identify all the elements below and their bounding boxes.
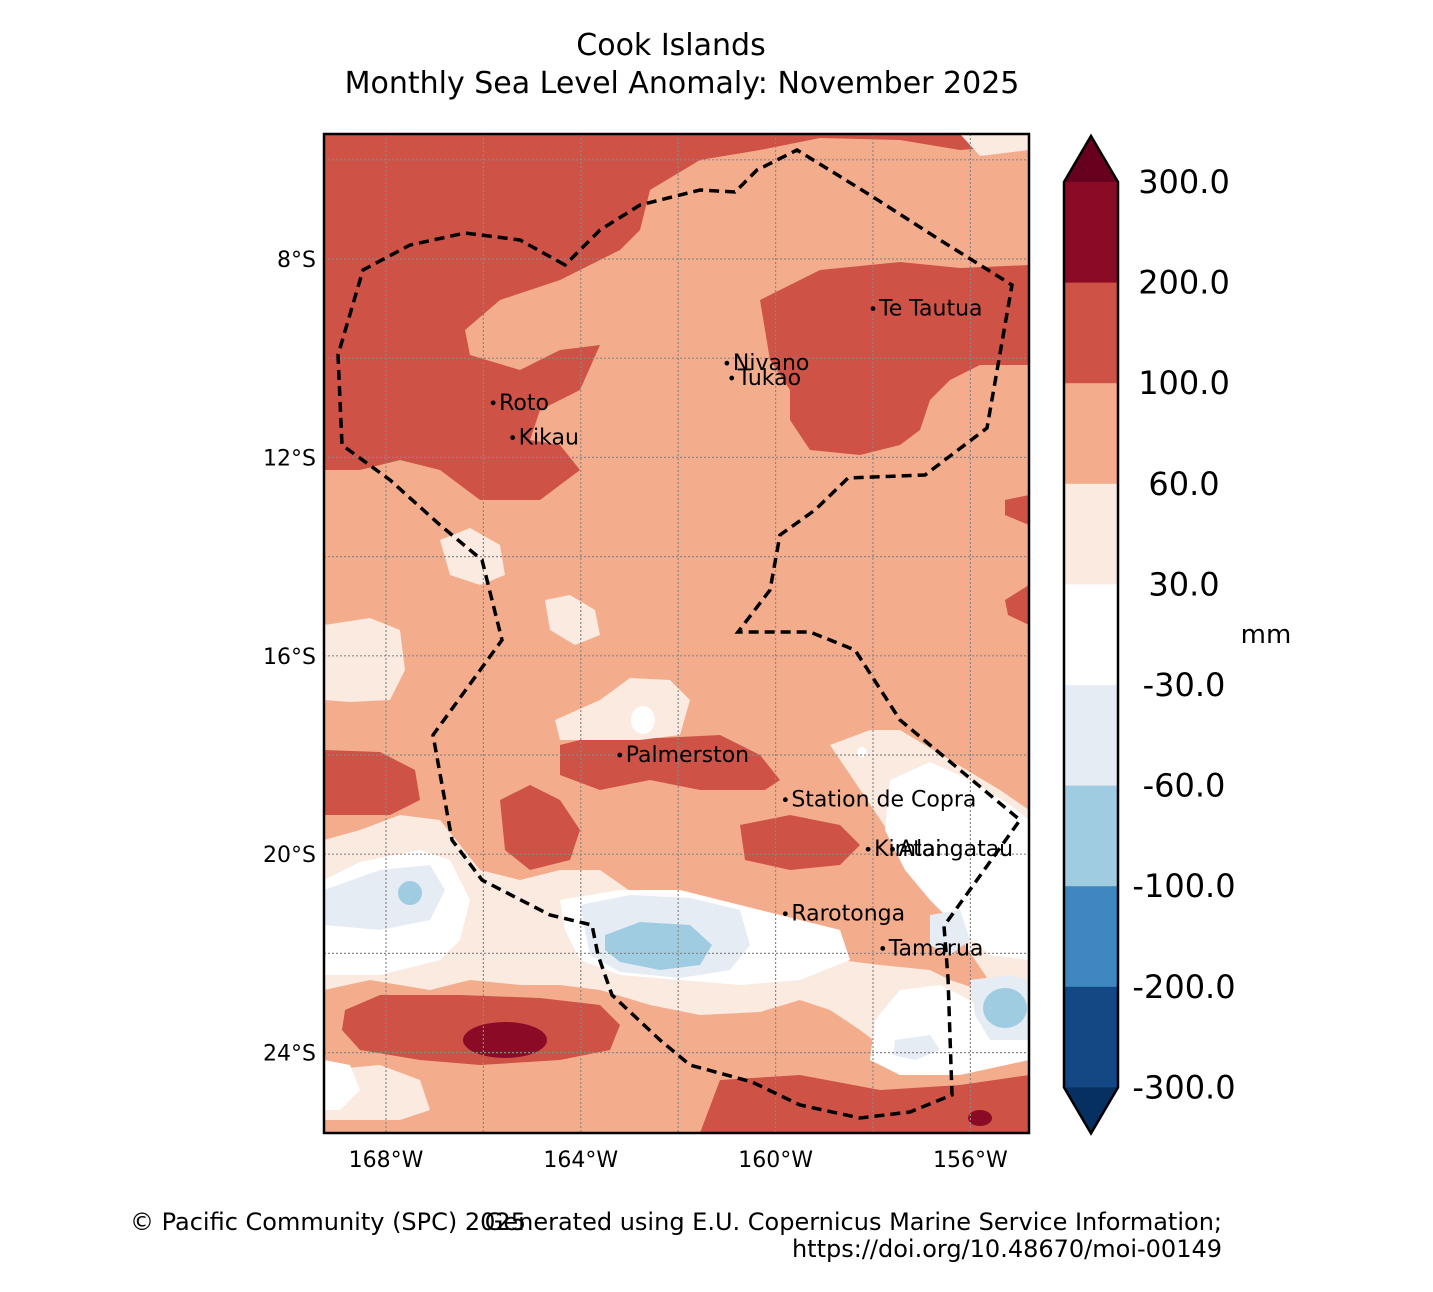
colorbar-tick-label: 200.0 [1138,264,1230,302]
anomaly-field [324,134,1029,1133]
island-marker [782,797,788,803]
field-region-high [1005,495,1029,525]
colorbar-swatch [1064,383,1118,485]
lon-tick-label: 156°W [933,1148,1008,1173]
field-region-light [555,678,690,740]
colorbar-swatch [1064,886,1118,988]
lon-tick-label: 164°W [543,1148,618,1173]
colorbar-unit-label: mm [1241,620,1292,650]
colorbar-tick-label: -30.0 [1143,666,1226,704]
colorbar-tick-label: 100.0 [1138,364,1230,402]
field-region-high [760,262,1029,455]
field-region-negative [930,910,970,955]
field-region-zero [631,706,655,734]
field-region-light [960,134,1029,156]
map-subtitle: Monthly Sea Level Anomaly: November 2025 [345,66,1020,101]
place-label: Rarotonga [791,902,905,927]
field-region-high [700,1075,1029,1133]
colorbar-swatch [1064,584,1118,686]
colorbar-extend-max [1064,136,1118,182]
colorbar-swatch [1064,282,1118,384]
field-region-high [500,785,580,870]
colorbar-swatch [1064,685,1118,787]
map-title: Cook Islands [576,28,765,63]
place-label: Roto [499,391,549,416]
island-marker [510,435,516,440]
field-region-high [324,750,420,815]
island-marker [890,846,895,852]
lat-tick-label: 12°S [263,446,316,471]
place-label: Station de Copra [791,788,976,813]
latitude-axis: 8°S 12°S 16°S 20°S 24°S [263,248,316,1067]
field-region-zero [885,762,1029,960]
lon-tick-label: 168°W [349,1148,424,1173]
colorbar-outline [1062,133,1120,1136]
lat-tick-label: 24°S [263,1042,316,1067]
colorbar-tick-label: 300.0 [1138,163,1230,201]
island-marker [617,752,623,758]
colorbar-tick-label: -200.0 [1132,968,1235,1006]
lat-tick-label: 16°S [263,645,316,670]
island-marker [490,400,496,406]
place-label: Palmerston [626,743,749,768]
place-label: Te Tautua [878,297,983,322]
colorbar-swatch [1064,785,1118,887]
colorbar: 300.0 200.0 100.0 60.0 30.0 -30.0 -60.0 -100.0 -… [1062,133,1236,1136]
field-region-negative [893,1035,940,1060]
place-label: Atai [898,837,941,862]
island-marker [870,306,876,311]
copyright-text: © Pacific Community (SPC) 2025 [130,1208,526,1236]
colorbar-tick-label: -60.0 [1143,767,1226,805]
place-label: Tamarua [888,936,984,961]
colorbar-tick-label: 30.0 [1148,565,1219,603]
field-region-high [560,735,780,790]
colorbar-swatch [1064,483,1118,585]
island-marker [865,846,871,852]
eez-boundary [336,147,1023,1120]
field-region-zero [324,1060,360,1110]
field-region-negative-strong [605,922,712,970]
place-label: Tukao [737,366,801,391]
map-frame [322,132,1031,1135]
data-source-doi: https://doi.org/10.48670/moi-00149 [792,1235,1222,1263]
island-marker [880,946,886,951]
place-label: Kimlangatau [874,837,1013,862]
colorbar-tick-label: 60.0 [1148,465,1219,503]
colorbar-tick-label: -100.0 [1132,867,1235,905]
data-source-text: Generated using E.U. Copernicus Marine S… [485,1208,1222,1236]
colorbar-extend-min [1064,1087,1118,1134]
colorbar-swatch [1064,986,1118,1088]
island-marker [724,360,730,366]
island-marker [729,375,735,381]
colorbar-tick-label: -300.0 [1132,1068,1235,1106]
island-marker [782,911,788,917]
field-region-negative [324,865,445,930]
place-label: Kikau [519,426,579,451]
field-region-high [324,134,1029,500]
field-region-light [324,618,405,702]
colorbar-swatch [1064,182,1118,284]
place-label: Nivano [733,351,809,376]
longitude-axis: 168°W 164°W 160°W 156°W [349,1148,1008,1173]
field-region-peak [968,1110,992,1126]
lon-tick-label: 160°W [738,1148,813,1173]
lat-tick-label: 20°S [263,843,316,868]
field-region-negative-strong [398,881,422,905]
field-region-negative-strong [983,988,1027,1028]
field-region-light [545,595,600,645]
field-region-light [324,730,1029,1060]
lat-tick-label: 8°S [277,248,316,273]
gridlines [324,134,1029,1133]
field-region-high [740,815,860,870]
field-region-high [1005,585,1029,625]
